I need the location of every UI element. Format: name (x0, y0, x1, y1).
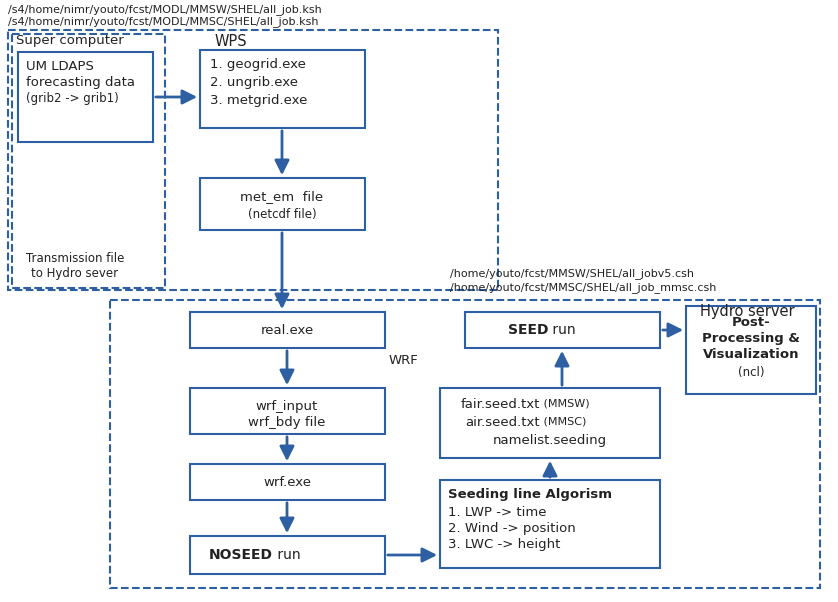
Text: (netcdf file): (netcdf file) (248, 208, 316, 221)
Text: run: run (273, 548, 301, 562)
Text: (grib2 -> grib1): (grib2 -> grib1) (26, 92, 119, 105)
Text: Transmission file
to Hydro sever: Transmission file to Hydro sever (26, 252, 124, 280)
Bar (110, 300, 820, 588)
Text: (MMSW): (MMSW) (540, 398, 590, 408)
Text: Seeding line Algorism: Seeding line Algorism (448, 488, 612, 501)
Text: SEED: SEED (508, 323, 548, 337)
Text: /s4/home/nimr/youto/fcst/MODL/MMSW/SHEL/all_job.ksh: /s4/home/nimr/youto/fcst/MODL/MMSW/SHEL/… (8, 4, 322, 15)
Text: 1. LWP -> time: 1. LWP -> time (448, 506, 546, 519)
Text: fair.seed.txt: fair.seed.txt (461, 398, 540, 411)
Text: real.exe: real.exe (261, 323, 313, 337)
Text: 3. metgrid.exe: 3. metgrid.exe (210, 94, 308, 107)
Text: Visualization: Visualization (703, 348, 799, 361)
Bar (190, 464, 385, 500)
Text: wrf_input: wrf_input (256, 400, 318, 413)
Bar (200, 178, 365, 230)
Text: 2. ungrib.exe: 2. ungrib.exe (210, 76, 298, 89)
Bar (465, 312, 660, 348)
Text: forecasting data: forecasting data (26, 76, 135, 89)
Text: /home/youto/fcst/MMSC/SHEL/all_job_mmsc.csh: /home/youto/fcst/MMSC/SHEL/all_job_mmsc.… (450, 282, 716, 293)
Text: Super computer: Super computer (16, 34, 124, 47)
Text: 2. Wind -> position: 2. Wind -> position (448, 522, 576, 535)
Text: NOSEED: NOSEED (209, 548, 273, 562)
Text: WPS: WPS (215, 34, 247, 49)
Text: wrf.exe: wrf.exe (263, 476, 311, 488)
Bar (18, 52, 153, 142)
Text: Post-: Post- (732, 316, 770, 329)
Text: /home/youto/fcst/MMSW/SHEL/all_jobv5.csh: /home/youto/fcst/MMSW/SHEL/all_jobv5.csh (450, 268, 694, 279)
Bar (440, 388, 660, 458)
Text: (MMSC): (MMSC) (540, 416, 587, 426)
Bar (686, 306, 816, 394)
Bar (190, 312, 385, 348)
Text: 3. LWC -> height: 3. LWC -> height (448, 538, 561, 551)
Text: Processing &: Processing & (702, 332, 800, 345)
Text: run: run (548, 323, 576, 337)
Text: (ncl): (ncl) (737, 366, 764, 379)
Text: 1. geogrid.exe: 1. geogrid.exe (210, 58, 306, 71)
Bar (8, 30, 498, 290)
Text: air.seed.txt: air.seed.txt (465, 416, 540, 429)
Bar (190, 388, 385, 434)
Text: met_em  file: met_em file (241, 190, 323, 203)
Bar (12, 34, 165, 288)
Text: namelist.seeding: namelist.seeding (493, 434, 607, 447)
Bar (440, 480, 660, 568)
Text: /s4/home/nimr/youto/fcst/MODL/MMSC/SHEL/all_job.ksh: /s4/home/nimr/youto/fcst/MODL/MMSC/SHEL/… (8, 16, 318, 27)
Text: UM LDAPS: UM LDAPS (26, 60, 94, 73)
Text: WRF: WRF (389, 354, 419, 367)
Text: wrf_bdy file: wrf_bdy file (248, 416, 326, 429)
Bar (190, 536, 385, 574)
Text: Hydro server: Hydro server (700, 304, 794, 319)
Bar (200, 50, 365, 128)
